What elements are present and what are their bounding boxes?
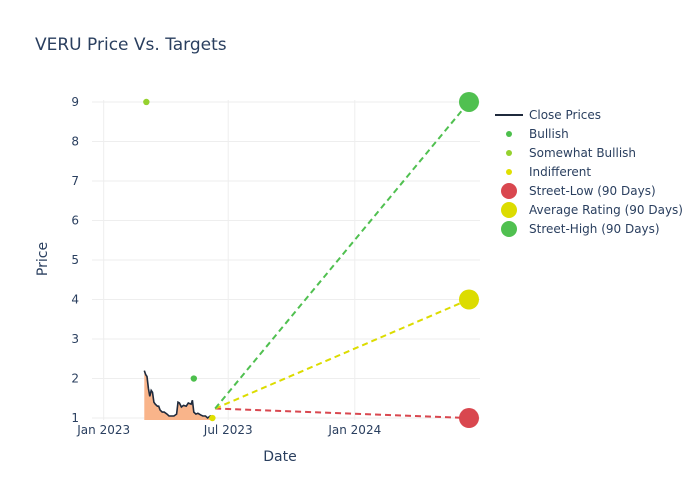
legend-label: Street-Low (90 Days) [529, 184, 656, 198]
x-tick-label: Jan 2023 [76, 423, 130, 437]
legend-symbol [506, 131, 512, 137]
y-tick-label: 8 [71, 134, 79, 148]
x-tick-label: Jan 2024 [327, 423, 381, 437]
y-tick-label: 1 [71, 411, 79, 425]
y-tick-label: 6 [71, 213, 79, 227]
rating-marker [190, 375, 198, 382]
rating-marker [209, 414, 216, 422]
y-tick-label: 9 [71, 95, 79, 109]
rating-markers [143, 98, 216, 422]
y-tick-label: 7 [71, 174, 79, 188]
legend-label: Street-High (90 Days) [529, 222, 660, 236]
legend-label: Close Prices [529, 108, 601, 122]
target-marker [458, 91, 479, 112]
grid [92, 100, 480, 420]
y-tick-label: 5 [71, 253, 79, 267]
target-marker [458, 289, 479, 310]
x-axis-title: Date [263, 449, 296, 465]
target-line [214, 298, 470, 410]
chart-title: VERU Price Vs. Targets [35, 35, 227, 55]
y-axis-title: Price [35, 242, 51, 276]
legend-symbol [501, 221, 517, 237]
close-price-line [143, 370, 213, 420]
close-price-line-group [143, 370, 213, 420]
target-marker [458, 408, 479, 429]
legend-symbol [501, 202, 517, 218]
target-lines [214, 91, 479, 429]
close-price-area [144, 370, 213, 420]
legend-label: Indifferent [529, 165, 591, 179]
legend-symbol [501, 183, 517, 199]
x-tick-label: Jul 2023 [203, 423, 253, 437]
y-tick-label: 2 [71, 372, 79, 386]
legend-symbol [506, 150, 512, 156]
legend-label: Average Rating (90 Days) [529, 203, 683, 217]
legend-label: Bullish [529, 127, 569, 141]
target-line [214, 101, 470, 410]
y-tick-label: 4 [71, 293, 79, 307]
y-tick-label: 3 [71, 332, 79, 346]
target-line [215, 407, 470, 420]
legend-symbol [506, 169, 512, 175]
legend: Close Prices Bullish Somewhat Bullish Indif… [495, 108, 683, 237]
rating-marker [143, 98, 150, 106]
axis-ticks: 1 2 3 4 5 6 7 8 9 Jan 2023 Jul 2023 Jan 2024 [71, 95, 381, 437]
legend-label: Somewhat Bullish [529, 146, 636, 160]
close-price-fill [144, 370, 213, 420]
